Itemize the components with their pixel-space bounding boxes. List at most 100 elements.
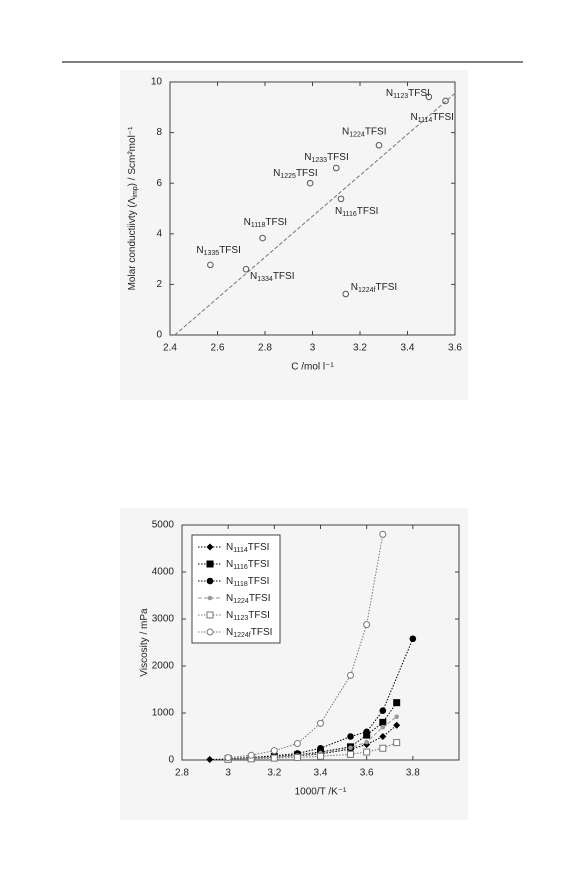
marker: [206, 577, 214, 585]
marker: [363, 748, 371, 756]
marker: [348, 745, 353, 751]
marker: [293, 753, 301, 761]
legend-label-part: 1123: [233, 615, 248, 622]
x-tick-label: 2.8: [258, 343, 272, 354]
marker: [393, 739, 401, 747]
point-label-part: TFSI: [265, 217, 287, 228]
legend-label-part: N: [226, 610, 233, 621]
point-label: N1116TFSI: [335, 206, 378, 219]
x-tick-label: 3.4: [314, 768, 328, 779]
point-label-part: N: [351, 282, 358, 293]
legend-label-part: TFSI: [251, 627, 273, 638]
y-tick-label: 10: [151, 77, 163, 88]
marker: [363, 728, 370, 736]
marker: [206, 611, 214, 619]
legend-label-part: 1224f: [233, 632, 251, 639]
point-label-part: N: [196, 245, 203, 256]
x-axis-label: C /mol l⁻¹: [291, 362, 334, 373]
series-line: [209, 724, 397, 761]
marker: [293, 740, 301, 748]
legend-label-part: TFSI: [248, 610, 270, 621]
legend-label: N1116TFSI: [226, 559, 269, 572]
point-label-part: 1123: [393, 93, 408, 100]
marker: [379, 530, 387, 538]
marker: [409, 635, 417, 643]
y-tick-label: 0: [156, 330, 162, 341]
point-label-part: 1233: [311, 157, 327, 164]
marker: [347, 750, 355, 758]
y-tick-label: 8: [156, 127, 162, 138]
y-tick-label: 6: [156, 178, 162, 189]
legend-label-part: TFSI: [248, 559, 270, 570]
point-label-part: N: [273, 168, 280, 179]
x-tick-label: 3.8: [406, 768, 420, 779]
marker: [247, 751, 255, 759]
point-label: N1118TFSI: [244, 217, 287, 230]
point-label: N1334TFSI: [250, 271, 294, 284]
point-label-part: N: [304, 152, 311, 163]
y-tick-label: 3000: [152, 614, 175, 625]
data-point: [242, 265, 250, 273]
y-axis-label-part: imp: [132, 186, 139, 197]
y-axis-label-part: Molar conductiivty (Λ: [127, 197, 138, 290]
marker: [380, 724, 386, 730]
data-point: [442, 97, 449, 105]
legend-label-part: 1114: [233, 547, 248, 554]
y-axis-label-part: Viscosity / mPa: [139, 608, 150, 677]
legend-label-part: TFSI: [248, 576, 270, 587]
point-label-part: TFSI: [357, 206, 379, 217]
point-label-part: TFSI: [365, 126, 387, 137]
marker: [393, 699, 401, 707]
point-label-part: TFSI: [432, 112, 454, 123]
marker: [364, 739, 369, 745]
point-label: N1114TFSI: [411, 112, 454, 125]
y-tick-label: 2000: [152, 661, 175, 672]
legend-label-part: TFSI: [249, 593, 271, 604]
x-tick-label: 3: [225, 768, 231, 779]
figure-panel: [120, 70, 468, 400]
point-label-part: 1118: [251, 222, 266, 229]
x-tick-label: 3.2: [267, 768, 281, 779]
y-axis-label: Viscosity / mPa: [139, 608, 150, 677]
point-label-part: 1224f: [358, 287, 376, 294]
series-line: [228, 534, 384, 759]
legend-label-part: N: [226, 559, 233, 570]
marker: [317, 719, 324, 727]
figure-panel: [120, 508, 468, 820]
legend-label-part: 1116: [233, 564, 248, 571]
legend-label: N1224fTFSI: [226, 627, 272, 640]
marker: [317, 744, 324, 752]
point-label-part: TFSI: [219, 245, 241, 256]
marker: [206, 543, 214, 551]
point-label-part: TFSI: [327, 152, 349, 163]
point-label-part: N: [244, 217, 251, 228]
x-tick-label: 3.2: [353, 343, 367, 354]
y-tick-label: 4000: [152, 567, 175, 578]
marker: [317, 752, 324, 760]
point-label-part: TFSI: [408, 88, 430, 99]
series-line: [228, 742, 397, 760]
marker: [379, 707, 387, 714]
marker: [379, 718, 387, 726]
y-tick-label: 4: [156, 228, 162, 239]
data-point: [337, 195, 345, 203]
data-point: [342, 290, 350, 298]
marker: [206, 756, 214, 764]
point-label-part: 1335: [204, 250, 220, 257]
point-label: N1233TFSI: [304, 152, 348, 165]
marker: [207, 595, 213, 601]
data-point: [332, 164, 340, 172]
x-tick-label: 2.6: [211, 343, 225, 354]
y-axis-label: Molar conductiivty (Λimp) / Scm²mol⁻¹: [127, 126, 140, 290]
point-label: N1224TFSI: [342, 126, 386, 139]
point-label-part: 1225: [280, 174, 296, 181]
data-point: [306, 179, 314, 187]
point-label-part: TFSI: [273, 271, 295, 282]
point-label: N1335TFSI: [196, 245, 240, 258]
marker: [379, 733, 387, 740]
point-label-part: N: [411, 112, 418, 123]
marker: [270, 747, 278, 755]
legend-label-part: N: [226, 576, 233, 587]
legend-label: N1114TFSI: [226, 542, 269, 555]
marker: [393, 721, 401, 729]
